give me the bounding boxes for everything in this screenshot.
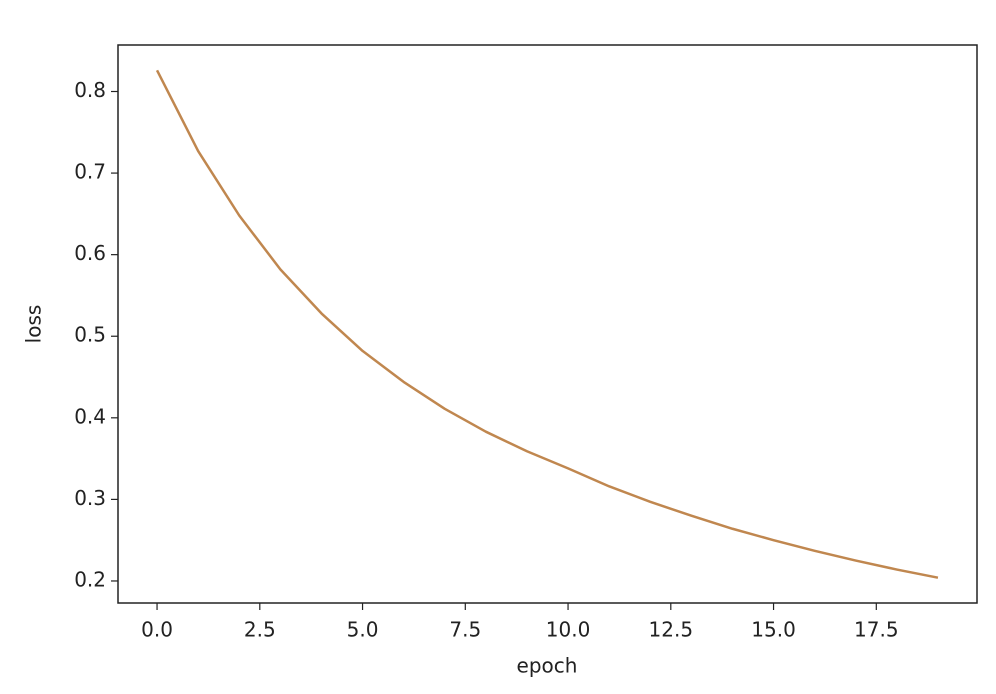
x-tick-label: 5.0	[347, 618, 379, 642]
y-tick-label: 0.8	[74, 78, 106, 102]
y-tick-label: 0.3	[74, 486, 106, 510]
line	[155, 69, 939, 579]
x-tick-label: 15.0	[751, 618, 796, 642]
x-tick-label: 2.5	[244, 618, 276, 642]
y-axis-label: loss	[22, 305, 46, 344]
y-tick-label: 0.6	[74, 241, 106, 265]
x-tick-label: 7.5	[449, 618, 481, 642]
x-tick-label: 12.5	[649, 618, 694, 642]
y-tick-label: 0.7	[74, 160, 106, 184]
x-tick-label: 0.0	[141, 618, 173, 642]
x-tick-label: 17.5	[854, 618, 899, 642]
y-tick-label: 0.2	[74, 567, 106, 591]
y-tick-label: 0.5	[74, 323, 106, 347]
x-tick-label: 10.0	[546, 618, 591, 642]
plot-frame	[117, 44, 978, 604]
x-axis-label: epoch	[517, 654, 578, 678]
y-tick-label: 0.4	[74, 404, 106, 428]
